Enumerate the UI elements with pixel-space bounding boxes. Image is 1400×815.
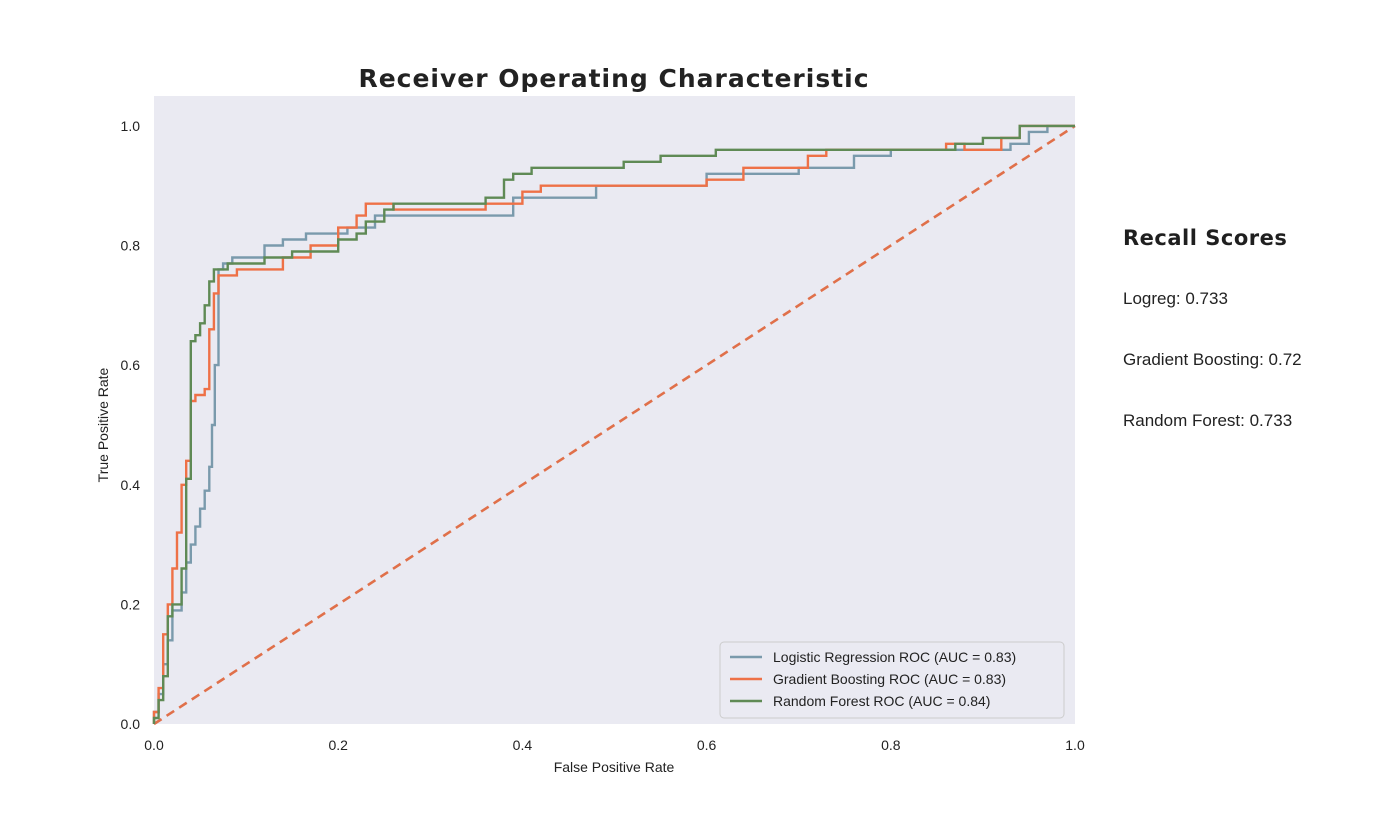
recall-gradient-boosting: Gradient Boosting: 0.72 [1123,350,1302,369]
y-axis-label: True Positive Rate [95,367,111,482]
recall-random-forest: Random Forest: 0.733 [1123,411,1293,430]
y-tick-label: 1.0 [121,118,141,134]
recall-scores-title: Recall Scores [1123,226,1288,250]
roc-line-random-forest [152,124,1075,724]
legend-box [719,641,1065,719]
recall-logreg: Logreg: 0.733 [1123,289,1228,308]
x-tick-label: 1.0 [1065,737,1085,753]
x-axis-label: False Positive Rate [554,759,675,775]
y-tick-label: 0.0 [121,716,141,732]
legend-label-logistic-regression: Logistic Regression ROC (AUC = 0.83) [773,649,1016,665]
y-tick-label: 0.8 [121,238,141,254]
legend: Logistic Regression ROC (AUC = 0.83) Grad… [719,641,1065,719]
y-tick-label: 0.4 [121,477,141,493]
chance-diagonal-line [153,124,1076,726]
x-tick-label: 0.8 [881,737,901,753]
x-tick-label: 0.2 [328,737,348,753]
x-tick-label: 0.0 [144,737,164,753]
legend-label-gradient-boosting: Gradient Boosting ROC (AUC = 0.83) [773,671,1006,687]
chart-title: Receiver Operating Characteristic [358,64,869,93]
x-tick-label: 0.6 [697,737,717,753]
plot-area [154,96,1075,724]
x-tick-label: 0.4 [513,737,533,753]
y-tick-label: 0.2 [121,596,141,612]
legend-label-random-forest: Random Forest ROC (AUC = 0.84) [773,693,990,709]
roc-line-gradient-boosting [152,124,1075,724]
y-tick-label: 0.6 [121,357,141,373]
